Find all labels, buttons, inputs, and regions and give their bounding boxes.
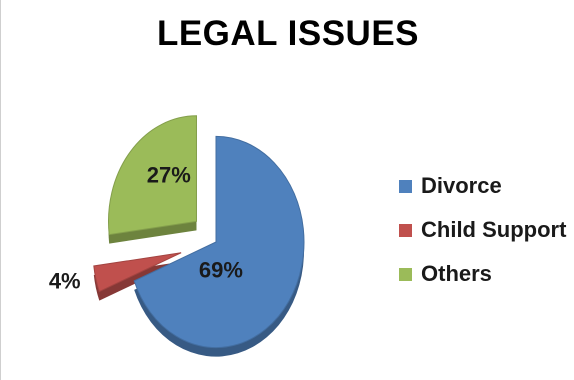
legend-item-child-support: Child Support: [399, 208, 566, 252]
legend-label-others: Others: [421, 261, 492, 286]
data-label-divorce: 69%: [199, 258, 243, 283]
legend-swatch-child-support: [399, 223, 412, 237]
chart-title: LEGAL ISSUES: [156, 14, 420, 53]
pie-slice-others: [108, 115, 197, 236]
legend: Divorce Child Support Others: [399, 164, 566, 296]
data-label-others: 27%: [147, 162, 191, 187]
legend-item-others: Others: [399, 252, 566, 296]
legend-swatch-divorce: [399, 179, 412, 193]
pie-slice-child-support: [93, 252, 182, 293]
legend-swatch-others: [399, 267, 412, 281]
legend-label-child-support: Child Support: [421, 217, 567, 242]
pie-slice-divorce: [133, 135, 305, 349]
data-label-child-support: 4%: [49, 268, 81, 293]
legend-label-divorce: Divorce: [421, 173, 502, 198]
legend-item-divorce: Divorce: [399, 164, 566, 208]
